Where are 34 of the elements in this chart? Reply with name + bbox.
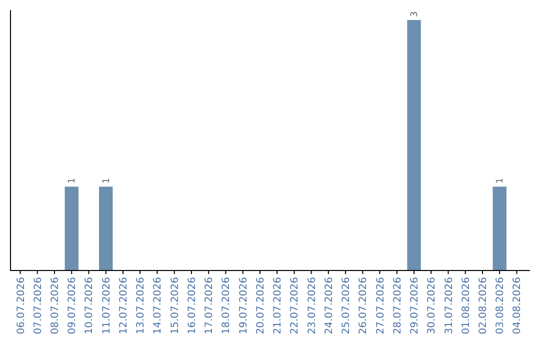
data-label: 1 (496, 178, 506, 184)
x-tick-label: 22.07.2026 (290, 277, 301, 334)
data-label: 3 (410, 11, 420, 17)
x-tick-label: 28.07.2026 (392, 277, 404, 334)
x-tick-label: 01.08.2026 (460, 277, 472, 334)
x-tick-label: 13.07.2026 (136, 277, 147, 334)
x-tick-label: 15.07.2026 (170, 277, 181, 334)
x-tick-label: 26.07.2026 (358, 277, 370, 334)
x-tick-label: 12.07.2026 (118, 277, 130, 334)
x-tick-label: 30.07.2026 (426, 277, 438, 334)
x-tick-label: 23.07.2026 (306, 277, 318, 334)
x-tick-label: 27.07.2026 (375, 277, 386, 334)
x-tick-label: 18.07.2026 (221, 277, 232, 334)
x-tick-label: 19.07.2026 (238, 277, 250, 334)
x-tick-label: 25.07.2026 (341, 277, 352, 334)
x-tick-label: 29.07.2026 (410, 277, 421, 334)
data-label: 1 (102, 178, 112, 184)
x-tick-label: 02.08.2026 (478, 277, 489, 334)
x-tick-label: 10.07.2026 (84, 277, 96, 334)
x-tick-label: 20.07.2026 (255, 277, 266, 334)
x-tick-label: 08.07.2026 (50, 277, 62, 334)
x-tick-label: 11.07.2026 (101, 277, 112, 334)
x-tick-label: 24.07.2026 (324, 277, 335, 334)
x-tick-label: 06.07.2026 (16, 277, 27, 334)
x-tick-label: 04.08.2026 (512, 277, 524, 334)
x-tick-label: 16.07.2026 (186, 277, 198, 334)
x-tick-label: 14.07.2026 (152, 277, 164, 334)
x-tick-label: 03.08.2026 (495, 277, 506, 334)
x-tick-label: 07.07.2026 (32, 277, 44, 334)
x-tick-label: 09.07.2026 (67, 277, 78, 334)
x-tick-label: 21.07.2026 (272, 277, 284, 334)
x-tick-label: 17.07.2026 (204, 277, 216, 334)
x-tick-label: 31.07.2026 (444, 277, 455, 334)
data-label: 1 (68, 178, 78, 184)
